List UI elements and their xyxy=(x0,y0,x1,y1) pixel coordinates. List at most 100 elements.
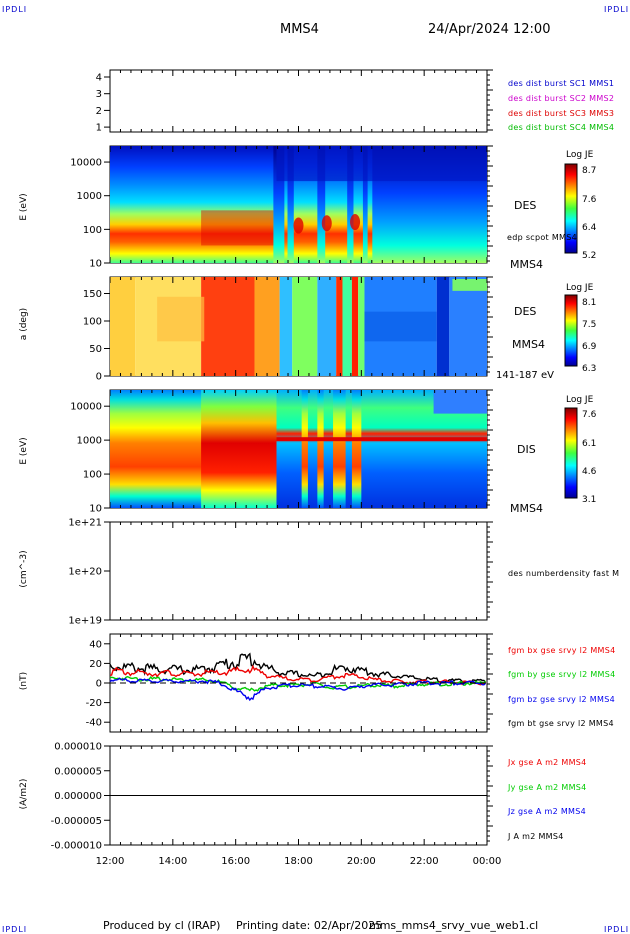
pitch-mid-band xyxy=(364,311,437,342)
des-energy-ytick-2: 100 xyxy=(83,225,102,236)
corner-label-top-right: IPDLI xyxy=(604,5,630,14)
burst-legend-mms3: des dist burst SC3 MMS3 xyxy=(508,109,615,118)
dis-energy-hot-interval xyxy=(201,390,277,508)
pitch-block-0 xyxy=(110,277,136,376)
des-energy-hot-band xyxy=(201,210,274,246)
pitch-range: 141-187 eV xyxy=(496,370,554,381)
density-ytick-2: 1e+19 xyxy=(68,616,102,627)
des-energy-cbar-tick-3: 6.4 xyxy=(582,223,597,233)
current-legend-jz: Jz gse A m2 MMS4 xyxy=(508,807,587,816)
field-series-by xyxy=(109,675,486,692)
field-series-bt xyxy=(109,652,486,684)
des-energy-cbar-tick-4: 5.2 xyxy=(582,251,597,261)
des-energy-cbar-tick-1: 8.7 xyxy=(582,166,597,176)
pitch-block-6 xyxy=(317,277,337,376)
des-energy-interval-3 xyxy=(347,146,354,263)
pitch-patch xyxy=(157,296,205,342)
des-energy-blob-2 xyxy=(350,214,361,231)
des-energy-ytick-0: 10000 xyxy=(70,158,102,169)
frame-burst xyxy=(109,69,488,133)
dis-energy-species: DIS xyxy=(517,443,536,456)
current-ytick-4: -0.000010 xyxy=(51,841,102,852)
dis-energy-cbar-tick-2: 6.1 xyxy=(582,439,597,449)
density-ytick-0: 1e+21 xyxy=(68,518,102,529)
field-ytick-4: -40 xyxy=(86,718,102,729)
pitch-block-8 xyxy=(342,277,352,376)
pitch-block-3 xyxy=(254,277,280,376)
des-energy-ytick-1: 1000 xyxy=(77,191,102,202)
dis-energy-colorbar xyxy=(564,407,578,499)
dis-energy-cbar-title: Log JE xyxy=(566,395,594,405)
des-energy-sc: MMS4 xyxy=(510,258,543,271)
des-energy-species: DES xyxy=(514,199,537,212)
pitch-species: DES xyxy=(514,305,537,318)
pitch-block-5 xyxy=(292,277,318,376)
density-ylabel: (cm^-3) xyxy=(19,550,29,588)
field-legend-by: fgm by gse srvy l2 MMS4 xyxy=(508,670,616,679)
burst-ytick-1: 3 xyxy=(96,89,102,100)
dis-energy-beam xyxy=(276,437,487,442)
current-ytick-2: 0.000000 xyxy=(54,791,102,802)
field-ytick-0: 40 xyxy=(89,639,102,650)
burst-ytick-3: 1 xyxy=(96,123,102,134)
dis-energy-ytick-2: 100 xyxy=(83,470,102,481)
burst-legend-mms4: des dist burst SC4 MMS4 xyxy=(508,123,615,132)
burst-legend-mms2: des dist burst SC2 MMS2 xyxy=(508,94,615,103)
pitch-block-2 xyxy=(201,277,255,376)
des-energy-blob-0 xyxy=(293,217,304,234)
burst-ytick-0: 4 xyxy=(96,73,102,84)
pitch-block-9 xyxy=(351,277,359,376)
pitch-cbar-tick-4: 6.3 xyxy=(582,364,597,374)
field-ytick-1: 20 xyxy=(89,659,102,670)
des-energy-cbar-title: Log JE xyxy=(566,150,594,160)
des-energy-highE-band xyxy=(276,146,487,182)
pitch-sc: MMS4 xyxy=(512,338,545,351)
field-ylabel: (nT) xyxy=(19,671,29,691)
field-legend-bt: fgm bt gse srvy l2 MMS4 xyxy=(508,719,614,728)
time-tick-2: 16:00 xyxy=(221,856,250,867)
des-energy-cbar-tick-2: 7.6 xyxy=(582,195,597,205)
pitch-block-4 xyxy=(279,277,293,376)
pitch-top-green xyxy=(452,278,487,291)
current-legend-jx: Jx gse A m2 MMS4 xyxy=(508,758,587,767)
pitch-block-7 xyxy=(336,277,343,376)
dis-energy-ytick-1: 1000 xyxy=(77,436,102,447)
time-tick-5: 22:00 xyxy=(410,856,439,867)
pitch-ytick-1: 100 xyxy=(83,317,102,328)
pitch-cbar-tick-3: 6.9 xyxy=(582,342,597,352)
field-legend-bx: fgm bx gse srvy l2 MMS4 xyxy=(508,646,616,655)
burst-ytick-2: 2 xyxy=(96,106,102,117)
current-legend-j: J A m2 MMS4 xyxy=(508,832,564,841)
current-legend-jy: Jy gse A m2 MMS4 xyxy=(508,783,587,792)
des-energy-interval-2 xyxy=(317,146,326,263)
density-legend: des numberdensity fast M xyxy=(508,569,620,578)
time-tick-6: 00:00 xyxy=(473,856,502,867)
des-energy-interval-4 xyxy=(362,146,368,263)
time-tick-4: 20:00 xyxy=(347,856,376,867)
field-legend-bz: fgm bz gse srvy l2 MMS4 xyxy=(508,695,615,704)
footer-printing-date: Printing date: 02/Apr/2025 xyxy=(236,919,383,932)
time-tick-1: 14:00 xyxy=(158,856,187,867)
density-ytick-1: 1e+20 xyxy=(68,567,102,578)
current-ytick-3: -0.000005 xyxy=(51,816,102,827)
des-energy-colorbar xyxy=(564,163,578,254)
des-energy-interval-1 xyxy=(287,146,294,263)
field-ytick-2: 0 xyxy=(96,679,102,690)
corner-label-bottom-left: IPDLI xyxy=(2,925,28,934)
field-series-bz xyxy=(109,677,486,702)
burst-legend-mms1: des dist burst SC1 MMS1 xyxy=(508,79,615,88)
footer-filename: mms_mms4_srvy_vue_web1.cl xyxy=(369,919,539,932)
des-energy-interval-0 xyxy=(273,146,285,263)
dis-energy-ytick-0: 10000 xyxy=(70,402,102,413)
dis-energy-cbar-tick-1: 7.6 xyxy=(582,410,597,420)
dis-energy-cbar-tick-4: 3.1 xyxy=(582,495,597,505)
pitch-ylabel: a (deg) xyxy=(19,307,29,341)
corner-label-bottom-right: IPDLI xyxy=(604,925,630,934)
time-tick-0: 12:00 xyxy=(96,856,125,867)
pitch-cbar-tick-1: 8.1 xyxy=(582,298,597,308)
time-tick-3: 18:00 xyxy=(284,856,313,867)
pitch-ytick-2: 50 xyxy=(89,344,102,355)
dis-energy-top-blue xyxy=(433,390,487,414)
footer-produced-by: Produced by cl (IRAP) xyxy=(103,919,221,932)
